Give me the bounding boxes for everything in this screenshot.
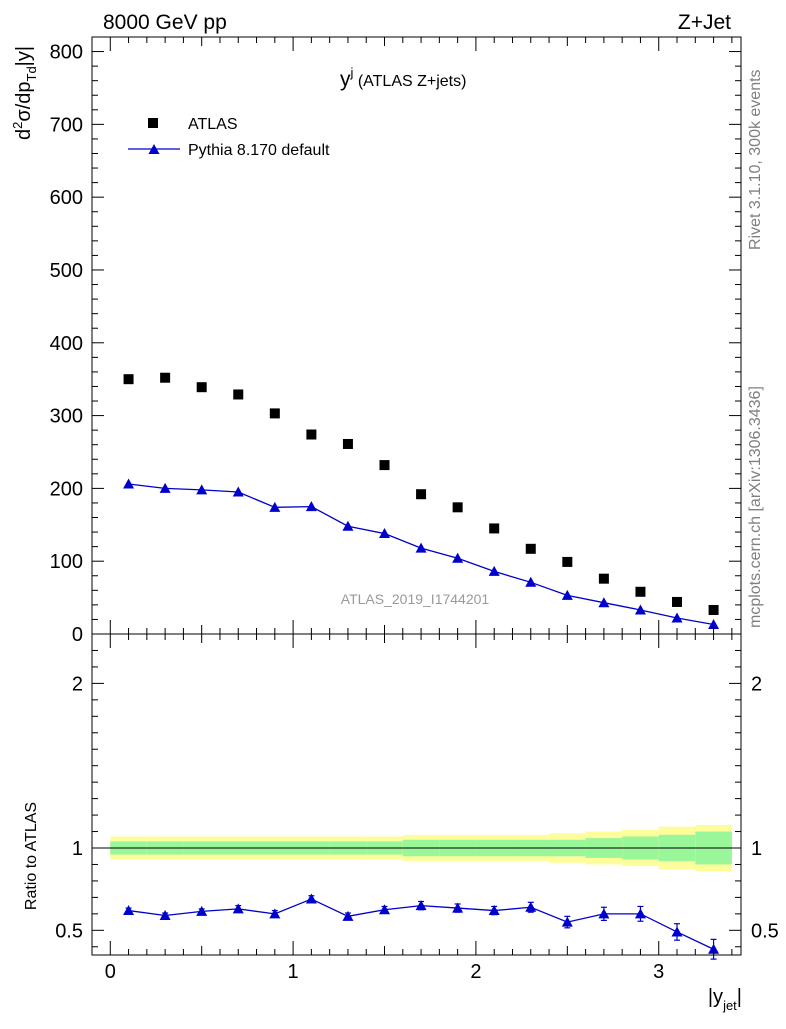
legend-atlas-label: ATLAS bbox=[188, 116, 238, 133]
ratio-point-15 bbox=[671, 926, 683, 937]
mcplots-label: mcplots.cern.ch [arXiv:1306.3436] bbox=[747, 386, 764, 628]
pythia-point-10 bbox=[488, 565, 500, 576]
pythia-point-16 bbox=[708, 619, 720, 630]
pythia-point-11 bbox=[525, 576, 537, 587]
main-ytick-label-600: 600 bbox=[50, 187, 83, 209]
pythia-point-5 bbox=[305, 501, 317, 512]
atlas-point-5 bbox=[306, 429, 317, 440]
pythia-point-13 bbox=[598, 597, 610, 608]
ratio-point-6 bbox=[342, 910, 354, 921]
rivet-label: Rivet 3.1.10, 300k events bbox=[747, 69, 764, 250]
main-ytick-label-100: 100 bbox=[50, 551, 83, 573]
pythia-point-1 bbox=[159, 482, 171, 493]
ratio-ytick-label-left-0.5: 0.5 bbox=[55, 920, 83, 942]
ratio-point-1 bbox=[159, 909, 171, 920]
pythia-point-8 bbox=[415, 542, 427, 553]
atlas-point-4 bbox=[269, 408, 280, 419]
title-rest: (ATLAS Z+jets) bbox=[353, 73, 466, 90]
atlas-point-3 bbox=[233, 389, 244, 400]
ratio-ytick-label-right-2: 2 bbox=[751, 673, 762, 695]
ratio-point-10 bbox=[488, 905, 500, 916]
main-ytick-label-400: 400 bbox=[50, 333, 83, 355]
ratio-point-2 bbox=[196, 905, 208, 916]
pythia-point-3 bbox=[232, 486, 244, 497]
main-ytick-label-800: 800 bbox=[50, 42, 83, 64]
ratio-point-12 bbox=[561, 916, 573, 927]
legend-atlas-marker bbox=[148, 118, 158, 128]
main-ytick-label-700: 700 bbox=[50, 114, 83, 136]
pythia-point-14 bbox=[634, 604, 646, 615]
x-label-sub: jet bbox=[722, 998, 737, 1013]
atlas-point-13 bbox=[598, 573, 609, 584]
ratio-point-14 bbox=[634, 908, 646, 919]
ratio-point-4 bbox=[269, 908, 281, 919]
pythia-point-15 bbox=[671, 612, 683, 623]
atlas-point-16 bbox=[708, 604, 719, 615]
main-ytick-label-0: 0 bbox=[72, 624, 83, 646]
header-left: 8000 GeV pp bbox=[103, 11, 227, 34]
analysis-watermark: ATLAS_2019_I1744201 bbox=[341, 591, 490, 607]
atlas-point-6 bbox=[342, 438, 353, 449]
legend: ATLAS Pythia 8.170 default bbox=[128, 116, 330, 159]
x-label-end: | bbox=[737, 986, 742, 1008]
ratio-point-8 bbox=[415, 900, 427, 911]
atlas-point-0 bbox=[123, 374, 134, 385]
main-ytick-label-300: 300 bbox=[50, 406, 83, 428]
ratio-point-9 bbox=[452, 902, 464, 913]
xtick-label-1: 1 bbox=[288, 961, 299, 983]
ratio-ylabel: Ratio to ATLAS bbox=[23, 802, 40, 910]
ratio-point-16 bbox=[708, 943, 720, 954]
xtick-label-0: 0 bbox=[105, 961, 116, 983]
atlas-point-1 bbox=[160, 372, 171, 383]
ratio-ytick-label-left-2: 2 bbox=[72, 673, 83, 695]
ratio-point-0 bbox=[123, 905, 135, 916]
atlas-point-2 bbox=[196, 382, 207, 393]
main-ytick-label-500: 500 bbox=[50, 260, 83, 282]
atlas-point-8 bbox=[416, 489, 427, 500]
ratio-point-11 bbox=[525, 901, 537, 912]
legend-pythia-marker bbox=[148, 144, 160, 154]
pythia-point-4 bbox=[269, 501, 281, 512]
x-axis-label: |yjet| bbox=[708, 986, 742, 1013]
atlas-point-9 bbox=[452, 502, 463, 513]
pythia-point-12 bbox=[561, 589, 573, 600]
pythia-point-6 bbox=[342, 520, 354, 531]
atlas-point-15 bbox=[672, 596, 683, 607]
ratio-ytick-label-right-0.5: 0.5 bbox=[751, 920, 779, 942]
ratio-point-3 bbox=[232, 903, 244, 914]
atlas-point-10 bbox=[489, 523, 500, 534]
main-title: yj (ATLAS Z+jets) bbox=[340, 65, 466, 91]
ratio-frame bbox=[91, 633, 742, 956]
main-ylabel: d2σ/dpTd|y| bbox=[10, 46, 39, 140]
main-ytick-label-200: 200 bbox=[50, 478, 83, 500]
ratio-point-5 bbox=[305, 893, 317, 904]
pythia-point-9 bbox=[452, 552, 464, 563]
ratio-ytick-label-right-1: 1 bbox=[751, 838, 762, 860]
pythia-point-2 bbox=[196, 484, 208, 495]
ratio-point-13 bbox=[598, 908, 610, 919]
ratio-point-7 bbox=[379, 904, 391, 915]
legend-pythia-label: Pythia 8.170 default bbox=[188, 142, 330, 159]
x-label-main: |y bbox=[708, 986, 723, 1008]
pythia-point-7 bbox=[379, 528, 391, 539]
pythia-point-0 bbox=[123, 478, 135, 489]
atlas-point-14 bbox=[635, 586, 646, 597]
atlas-point-12 bbox=[562, 556, 573, 567]
header-right: Z+Jet bbox=[678, 11, 731, 34]
xtick-label-2: 2 bbox=[470, 961, 481, 983]
atlas-point-7 bbox=[379, 460, 390, 471]
atlas-point-11 bbox=[525, 543, 536, 554]
xtick-label-3: 3 bbox=[653, 961, 664, 983]
title-main: y bbox=[340, 68, 351, 91]
ratio-ytick-label-left-1: 1 bbox=[72, 838, 83, 860]
title-sup: j bbox=[350, 65, 354, 80]
